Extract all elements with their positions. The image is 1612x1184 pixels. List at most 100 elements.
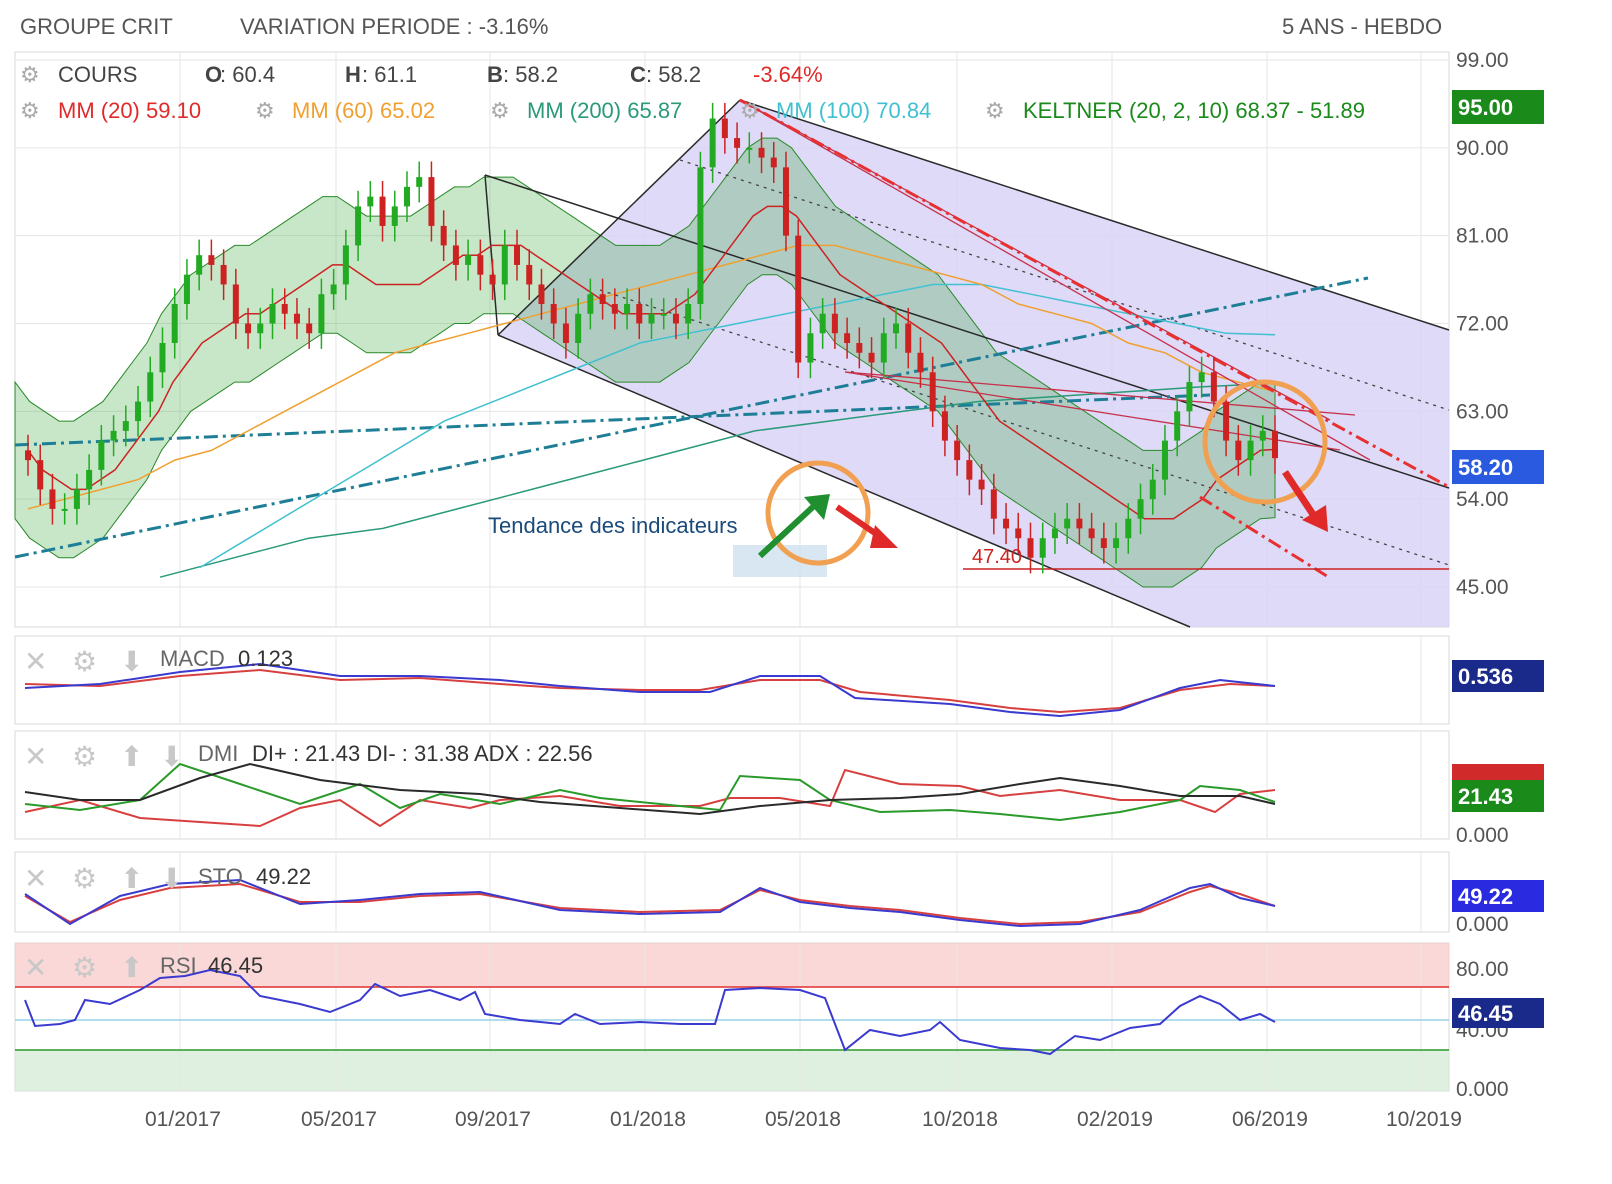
candle-body xyxy=(636,303,643,324)
mm60-settings-icon[interactable]: ⚙ xyxy=(255,99,275,124)
macd-settings-icon[interactable]: ⚙ xyxy=(72,645,97,678)
price-tick-label: 63.00 xyxy=(1456,400,1509,423)
rsi-up-icon[interactable]: ⬆ xyxy=(120,951,143,984)
rsi-oversold-zone xyxy=(15,1050,1449,1091)
date-tick-label: 02/2019 xyxy=(1077,1108,1153,1131)
candle-body xyxy=(1051,528,1058,539)
candle-body xyxy=(110,430,117,441)
sto-k-line xyxy=(24,878,1276,928)
date-tick-label: 10/2018 xyxy=(922,1108,998,1131)
change-value: -3.64% xyxy=(753,62,823,87)
rsi-close-icon[interactable]: ✕ xyxy=(24,951,47,984)
dmi-plus-tag-text: 21.43 xyxy=(1458,784,1513,809)
rsi-line xyxy=(24,968,1276,1056)
dmi-close-icon[interactable]: ✕ xyxy=(24,740,47,773)
dmi-minus-line xyxy=(24,768,1276,828)
candle-body xyxy=(746,147,753,150)
candlesticks xyxy=(25,102,1278,574)
macd-close-icon[interactable]: ✕ xyxy=(24,645,47,678)
channel-lines xyxy=(484,99,1450,628)
candle-body xyxy=(147,372,154,402)
sto-up-icon[interactable]: ⬆ xyxy=(120,862,143,895)
dmi-settings-icon[interactable]: ⚙ xyxy=(72,740,97,773)
candle-body xyxy=(1235,440,1242,461)
date-tick-label: 10/2019 xyxy=(1386,1108,1462,1131)
candle-body xyxy=(477,255,484,275)
period-variation: VARIATION PERIODE : -3.16% xyxy=(240,14,549,39)
date-tick-label: 01/2018 xyxy=(610,1108,686,1131)
rsi-settings-icon[interactable]: ⚙ xyxy=(72,951,97,984)
sto-settings-icon[interactable]: ⚙ xyxy=(72,862,97,895)
candle-body xyxy=(159,343,166,373)
candle-body xyxy=(171,303,178,344)
sto-label: STO xyxy=(198,864,243,889)
candle-body xyxy=(844,333,851,344)
candle-body xyxy=(538,284,545,304)
mm20-settings-icon[interactable]: ⚙ xyxy=(20,99,40,124)
dmi-plus-line xyxy=(24,762,1276,822)
candle-body xyxy=(795,235,802,363)
dmi-panel: ✕ ⚙ ⬆ ⬇ DMI DI+ : 21.43 DI- : 31.38 ADX … xyxy=(14,730,1544,847)
candle-body xyxy=(281,303,288,314)
candle-body xyxy=(220,264,227,285)
up-arrow-icon xyxy=(757,494,830,559)
candle-body xyxy=(1210,372,1217,402)
candle-body xyxy=(941,411,948,441)
candle-body xyxy=(599,294,606,304)
candle-body xyxy=(526,264,533,285)
sto-panel: ✕ ⚙ ⬆ ⬇ STO 49.22 49.22 0.000 xyxy=(14,851,1544,936)
sto-axis-zero: 0.000 xyxy=(1456,913,1509,936)
candle-body xyxy=(1064,518,1071,529)
keltner-legend: KELTNER (20, 2, 10) 68.37 - 51.89 xyxy=(1023,98,1365,123)
candle-body xyxy=(1186,382,1193,412)
mm100-legend: MM (100) 70.84 xyxy=(776,98,931,123)
mm100-line xyxy=(199,283,1276,569)
candle-body xyxy=(257,323,264,334)
candle-body xyxy=(697,167,704,304)
candle-body xyxy=(709,118,716,168)
candle-body xyxy=(489,274,496,285)
candle-body xyxy=(306,323,313,334)
candle-body xyxy=(1198,372,1205,383)
candle-body xyxy=(770,157,777,168)
macd-down-icon[interactable]: ⬇ xyxy=(120,645,143,678)
price-axis: 99.00 90.00 81.00 72.00 63.00 54.00 45.00 xyxy=(1456,49,1509,599)
dmi-up-icon[interactable]: ⬆ xyxy=(120,740,143,773)
open-value: : 60.4 xyxy=(220,62,275,87)
dmi-down-icon[interactable]: ⬇ xyxy=(160,740,183,773)
candle-body xyxy=(342,245,349,285)
candle-body xyxy=(734,138,741,148)
candle-body xyxy=(1015,528,1022,539)
high-label: H xyxy=(345,62,361,87)
price-tick-label: 72.00 xyxy=(1456,313,1509,336)
period-selector[interactable]: 5 ANS - HEBDO xyxy=(1282,14,1443,39)
keltner-settings-icon[interactable]: ⚙ xyxy=(985,99,1005,124)
rsi-axis-80: 80.00 xyxy=(1456,958,1509,981)
mm100-settings-icon[interactable]: ⚙ xyxy=(740,99,760,124)
price-tick-label: 54.00 xyxy=(1456,488,1509,511)
cours-label: COURS xyxy=(58,62,137,87)
candle-body xyxy=(501,245,508,285)
candle-body xyxy=(685,303,692,324)
candle-body xyxy=(562,323,569,344)
stock-title: GROUPE CRIT xyxy=(20,14,173,39)
mm60-legend: MM (60) 65.02 xyxy=(292,98,435,123)
dmi-values: DI+ : 21.43 DI- : 31.38 ADX : 22.56 xyxy=(252,741,593,766)
sto-down-icon[interactable]: ⬇ xyxy=(160,862,183,895)
trend-lines xyxy=(14,276,1369,559)
price-tick-label: 90.00 xyxy=(1456,137,1509,160)
candle-body xyxy=(440,225,447,246)
cours-settings-icon[interactable]: ⚙ xyxy=(20,63,40,88)
candle-body xyxy=(905,323,912,353)
candle-body xyxy=(135,401,142,422)
sto-close-icon[interactable]: ✕ xyxy=(24,862,47,895)
price-tick-label: 45.00 xyxy=(1456,576,1509,599)
candle-body xyxy=(672,313,679,324)
rsi-panel: ✕ ⚙ ⬆ RSI 46.45 80.00 40.00 0.000 46.45 xyxy=(14,942,1544,1101)
sto-tag xyxy=(1452,880,1544,912)
candle-body xyxy=(367,196,374,207)
candle-body xyxy=(379,196,386,226)
mm200-settings-icon[interactable]: ⚙ xyxy=(490,99,510,124)
candle-body xyxy=(758,147,765,158)
